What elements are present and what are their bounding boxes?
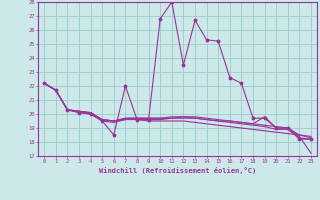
X-axis label: Windchill (Refroidissement éolien,°C): Windchill (Refroidissement éolien,°C) [99, 167, 256, 174]
